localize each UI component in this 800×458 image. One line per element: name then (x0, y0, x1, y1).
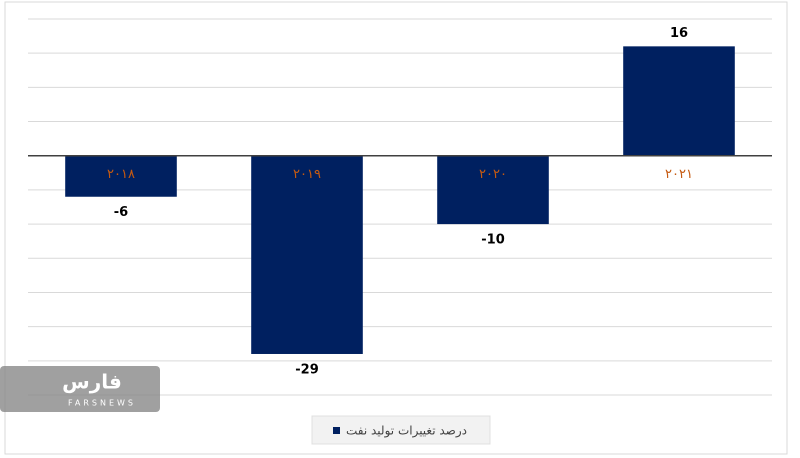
value-label: 16 (670, 26, 688, 41)
x-tick-label: ۲۰۱۸ (107, 167, 135, 182)
legend-label: درصد تغییرات تولید نفت (346, 424, 467, 439)
bar (65, 155, 177, 197)
bar (251, 155, 363, 354)
watermark-box (0, 366, 160, 412)
value-label: -6 (114, 205, 128, 220)
x-tick-label: ۲۰۱۹ (293, 167, 321, 182)
x-tick-label: ۲۰۲۰ (479, 167, 507, 182)
bar (623, 46, 735, 156)
legend: درصد تغییرات تولید نفت (311, 415, 491, 445)
value-label: -10 (481, 233, 505, 248)
value-label: -29 (295, 362, 319, 377)
x-tick-label: ۲۰۲۱ (665, 167, 693, 182)
watermark-subtext: FARSNEWS (68, 399, 136, 408)
watermark-text: فارس (62, 370, 122, 394)
legend-box (311, 415, 491, 445)
bar (437, 155, 549, 225)
watermark: فارس FARSNEWS (0, 366, 160, 412)
legend-swatch (333, 427, 340, 434)
